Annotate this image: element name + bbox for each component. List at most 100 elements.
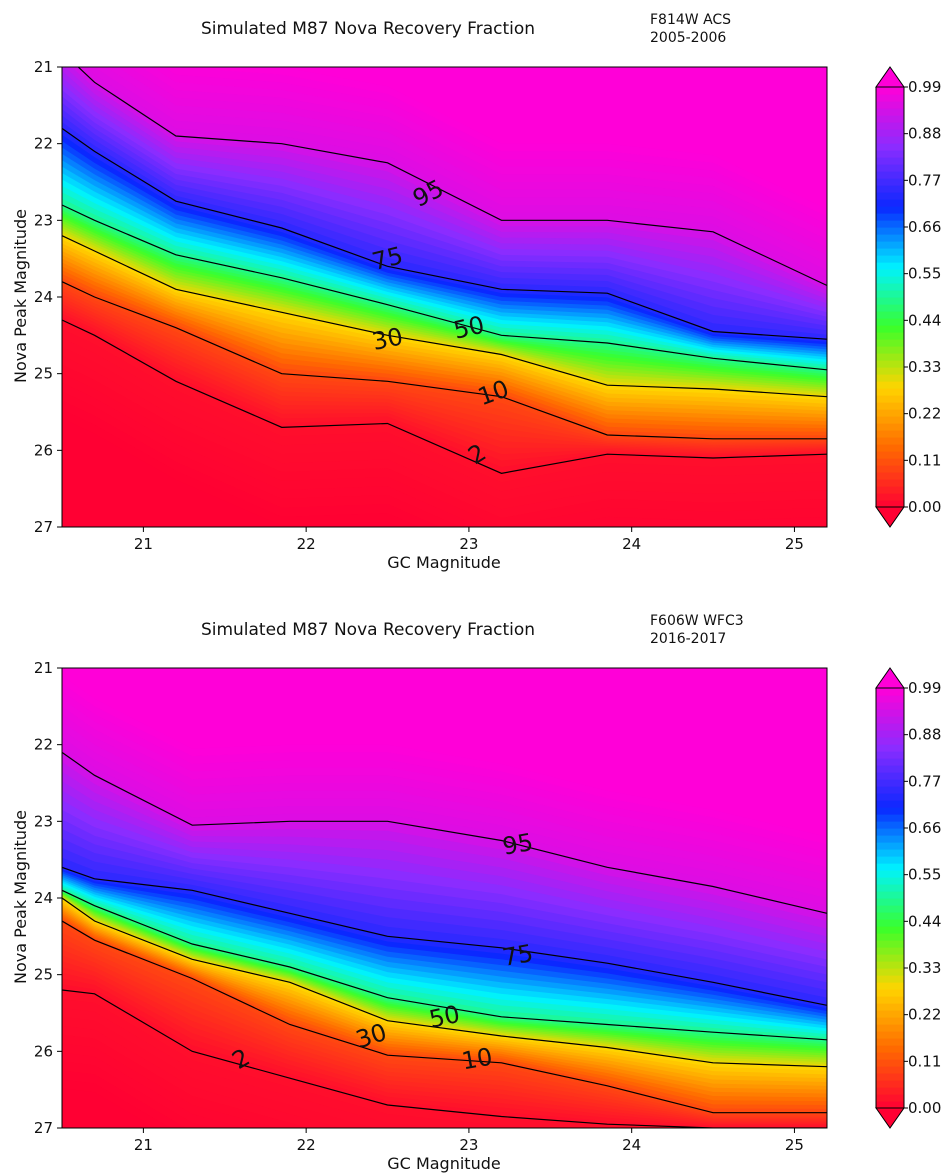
contour-line-10 xyxy=(62,920,827,1114)
colorbar-swatch xyxy=(876,1101,904,1109)
colorbar-swatch xyxy=(876,905,904,913)
colorbar-swatch xyxy=(876,465,904,473)
colorbar-swatch xyxy=(876,143,904,151)
colorbar-swatch xyxy=(876,968,904,976)
colorbar-tick-label: 0.88 xyxy=(908,125,941,143)
contour-line-95 xyxy=(77,67,827,287)
contour-label: 50 xyxy=(451,311,487,345)
colorbar-swatch xyxy=(876,926,904,934)
y-tick-label: 27 xyxy=(34,518,53,536)
colorbar-swatch xyxy=(876,283,904,291)
chart-title: Simulated M87 Nova Recovery Fraction xyxy=(201,620,535,640)
colorbar-swatch xyxy=(876,877,904,885)
colorbar-swatch xyxy=(876,1010,904,1018)
colorbar-swatch xyxy=(876,912,904,920)
colorbar-extend-max xyxy=(875,667,905,689)
contour-line-30 xyxy=(62,235,827,398)
contour-label: 95 xyxy=(500,828,535,861)
y-tick-label: 23 xyxy=(34,211,53,229)
colorbar-swatch xyxy=(876,779,904,787)
colorbar-swatch xyxy=(876,129,904,137)
colorbar-swatch xyxy=(876,500,904,508)
colorbar-tick-label: 0.00 xyxy=(908,1099,941,1117)
colorbar-swatch xyxy=(876,311,904,319)
x-tick-label: 23 xyxy=(459,535,478,553)
colorbar-swatch xyxy=(876,1038,904,1046)
x-axis-label: GC Magnitude xyxy=(387,1154,500,1173)
filter-annotation: F606W WFC3 xyxy=(650,613,744,629)
colorbar-tick-label: 0.77 xyxy=(908,772,941,790)
colorbar-swatch xyxy=(876,115,904,123)
chart-title: Simulated M87 Nova Recovery Fraction xyxy=(201,19,535,39)
colorbar-tick-label: 0.11 xyxy=(908,1052,941,1070)
colorbar-tick-label: 0.99 xyxy=(908,679,941,697)
contour-line-75 xyxy=(62,866,827,1006)
colorbar-swatch xyxy=(876,255,904,263)
colorbar-swatch xyxy=(876,339,904,347)
filled-contours xyxy=(62,668,827,1128)
colorbar-swatch xyxy=(876,884,904,892)
colorbar-swatch xyxy=(876,157,904,165)
colorbar-swatch xyxy=(876,388,904,396)
colorbar-swatch xyxy=(876,234,904,242)
colorbar-swatch xyxy=(876,367,904,375)
colorbar-tick-label: 0.77 xyxy=(908,171,941,189)
colorbar-swatch xyxy=(876,1024,904,1032)
y-axis-label: Nova Peak Magnitude xyxy=(11,209,30,383)
colorbar-swatch xyxy=(876,486,904,494)
colorbar-swatch xyxy=(876,353,904,361)
colorbar-tick-label: 0.33 xyxy=(908,358,941,376)
colorbar-swatch xyxy=(876,290,904,298)
colorbar-tick-label: 0.22 xyxy=(908,405,941,423)
x-tick-label: 24 xyxy=(622,535,641,553)
colorbar-tick-label: 0.44 xyxy=(908,311,941,329)
contour-line-30 xyxy=(62,897,827,1068)
contour-line-10 xyxy=(62,281,827,440)
colorbar-swatch xyxy=(876,709,904,717)
colorbar-swatch xyxy=(876,479,904,487)
colorbar-swatch xyxy=(876,1087,904,1095)
colorbar-swatch xyxy=(876,800,904,808)
colorbar-swatch xyxy=(876,437,904,445)
x-tick-label: 23 xyxy=(459,1136,478,1154)
colorbar-swatch xyxy=(876,1073,904,1081)
colorbar-swatch xyxy=(876,402,904,410)
y-tick-label: 24 xyxy=(34,288,53,306)
colorbar-swatch xyxy=(876,297,904,305)
colorbar-swatch xyxy=(876,772,904,780)
colorbar-swatch xyxy=(876,136,904,144)
x-tick-label: 22 xyxy=(297,535,316,553)
colorbar-swatch xyxy=(876,940,904,948)
colorbar-swatch xyxy=(876,870,904,878)
colorbar-swatch xyxy=(876,863,904,871)
contour-line-75 xyxy=(62,127,827,340)
y-tick-label: 25 xyxy=(34,365,53,383)
x-tick-label: 21 xyxy=(134,535,153,553)
colorbar-swatch xyxy=(876,206,904,214)
colorbar-swatch xyxy=(876,318,904,326)
colorbar-swatch xyxy=(876,178,904,186)
colorbar-swatch xyxy=(876,395,904,403)
y-tick-label: 25 xyxy=(34,966,53,984)
colorbar-tick-label: 0.55 xyxy=(908,866,941,884)
contour-label-group: 30 xyxy=(370,322,406,356)
colorbar-swatch xyxy=(876,1003,904,1011)
y-axis-label: Nova Peak Magnitude xyxy=(11,810,30,984)
colorbar-swatch xyxy=(876,472,904,480)
colorbar-swatch xyxy=(876,192,904,200)
colorbar-swatch xyxy=(876,164,904,172)
colorbar-swatch xyxy=(876,101,904,109)
x-tick-label: 21 xyxy=(134,1136,153,1154)
contour-label-group: 75 xyxy=(500,939,535,972)
contour-line-95 xyxy=(62,751,827,914)
colorbar-swatch xyxy=(876,842,904,850)
colorbar-swatch xyxy=(876,975,904,983)
colorbar-extend-min xyxy=(875,1107,905,1129)
colorbar-swatch xyxy=(876,723,904,731)
filter-annotation: F814W ACS xyxy=(650,12,731,28)
colorbar-tick-label: 0.33 xyxy=(908,959,941,977)
contour-label: 10 xyxy=(460,1043,495,1076)
colorbar-swatch xyxy=(876,346,904,354)
colorbar-swatch xyxy=(876,94,904,102)
